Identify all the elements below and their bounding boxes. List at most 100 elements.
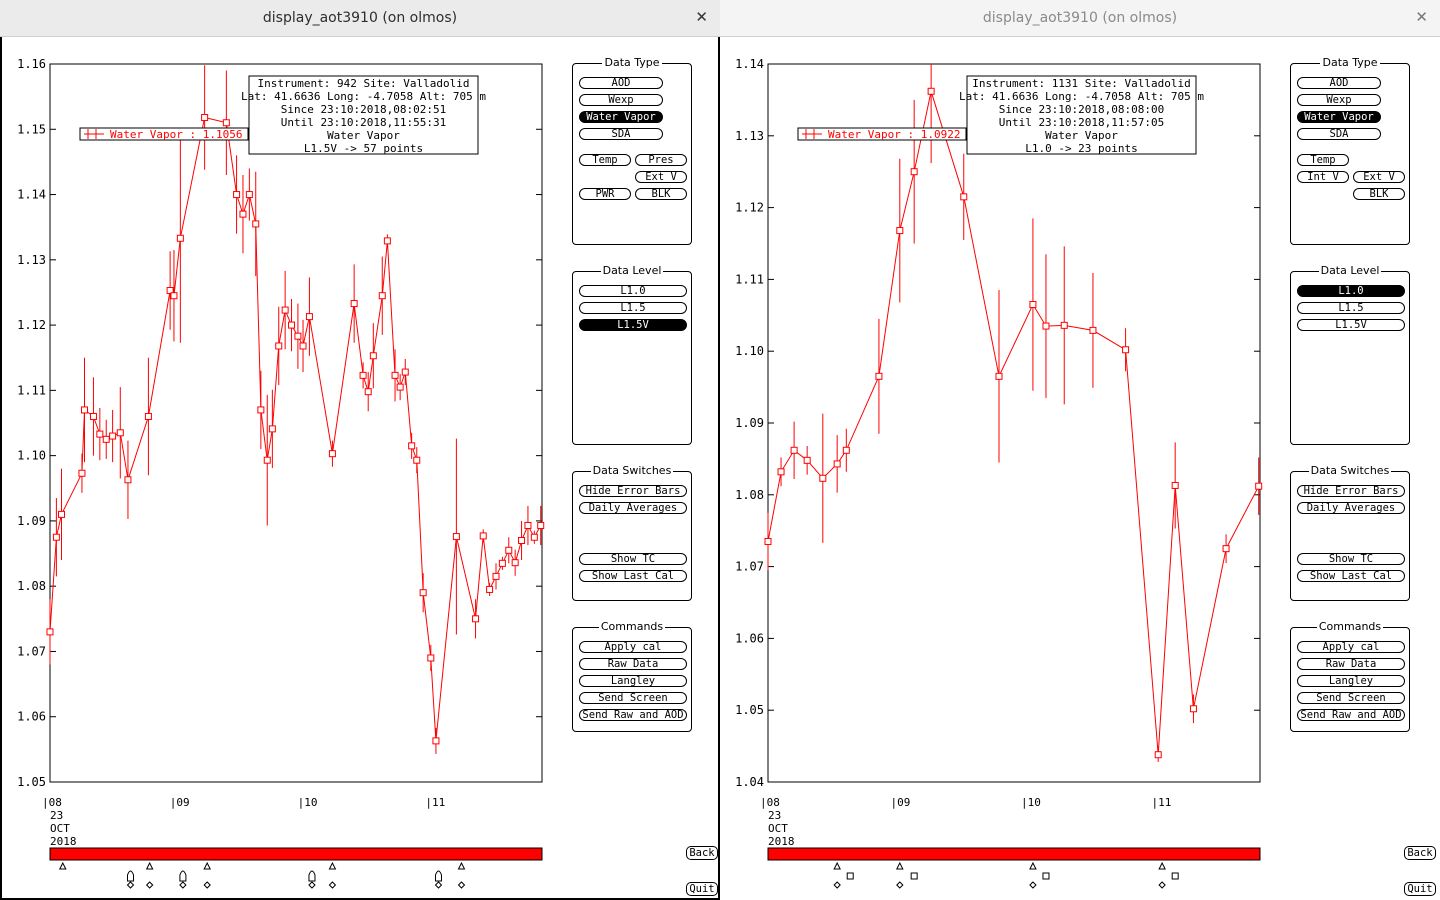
info-line: L1.0 -> 23 points bbox=[1025, 142, 1138, 155]
panel-title: Data Level bbox=[600, 264, 664, 277]
send-raw-and-aod-button[interactable]: Send Raw and AOD bbox=[1297, 709, 1405, 721]
date-label: OCT bbox=[768, 822, 788, 835]
sda-button[interactable]: SDA bbox=[579, 128, 663, 140]
daily-averages-button[interactable]: Daily Averages bbox=[579, 502, 687, 514]
level-l15v-button[interactable]: L1.5V bbox=[579, 319, 687, 331]
panel-title: Data Level bbox=[1318, 264, 1382, 277]
daily-averages-button[interactable]: Daily Averages bbox=[1297, 502, 1405, 514]
series-line bbox=[49, 116, 542, 741]
data-point bbox=[383, 237, 391, 245]
time-range-bar bbox=[49, 847, 543, 861]
quit-button[interactable]: Quit bbox=[686, 882, 718, 896]
water-vapor-button[interactable]: Water Vapor bbox=[1297, 111, 1381, 123]
raw-data-button[interactable]: Raw Data bbox=[579, 658, 687, 670]
info-line: Instrument: 1131 Site: Valladolid bbox=[972, 77, 1191, 90]
data-point bbox=[452, 533, 460, 541]
blk-button[interactable]: BLK bbox=[635, 188, 687, 200]
hide-error-bars-button[interactable]: Hide Error Bars bbox=[579, 485, 687, 497]
sda-button[interactable]: SDA bbox=[1297, 128, 1381, 140]
x-tick-label: |11 bbox=[1152, 796, 1172, 809]
data-point bbox=[427, 654, 435, 662]
water-vapor-button[interactable]: Water Vapor bbox=[579, 111, 663, 123]
data-point bbox=[479, 532, 487, 540]
data-point bbox=[819, 474, 827, 482]
send-screen-button[interactable]: Send Screen bbox=[1297, 692, 1405, 704]
apply-cal-button[interactable]: Apply cal bbox=[579, 641, 687, 653]
send-raw-and-aod-button[interactable]: Send Raw and AOD bbox=[579, 709, 687, 721]
window-titlebar[interactable]: display_aot3910 (on olmos) ✕ bbox=[720, 0, 1440, 37]
blk-button[interactable]: BLK bbox=[1353, 188, 1405, 200]
pres-button[interactable]: Pres bbox=[635, 154, 687, 166]
y-tick-label: 1.09 bbox=[735, 416, 764, 430]
data-point bbox=[777, 468, 785, 476]
langley-button[interactable]: Langley bbox=[579, 675, 687, 687]
bullet-mark bbox=[434, 870, 442, 882]
triangle-mark bbox=[203, 861, 211, 870]
aod-button[interactable]: AOD bbox=[1297, 77, 1381, 89]
data-point bbox=[995, 372, 1003, 380]
temp-button[interactable]: Temp bbox=[1297, 154, 1349, 166]
show-last-cal-button[interactable]: Show Last Cal bbox=[579, 570, 687, 582]
window-content: 1.04 1.05 1.06 1.07 1.08 1.09 1.10 1.11 1.12 1.13… bbox=[720, 37, 1440, 900]
temp-button[interactable]: Temp bbox=[579, 154, 631, 166]
level-l15-button[interactable]: L1.5 bbox=[579, 302, 687, 314]
send-screen-button[interactable]: Send Screen bbox=[579, 692, 687, 704]
hide-error-bars-button[interactable]: Hide Error Bars bbox=[1297, 485, 1405, 497]
ext-v-button[interactable]: Ext V bbox=[1353, 171, 1405, 183]
info-line: Lat: 41.6636 Long: -4.7058 Alt: 705 m bbox=[241, 90, 486, 103]
quit-button[interactable]: Quit bbox=[1404, 882, 1436, 896]
pwr-button[interactable]: PWR bbox=[579, 188, 631, 200]
triangle-mark bbox=[895, 861, 904, 870]
plot-frame bbox=[767, 63, 1261, 783]
date-label: 23 bbox=[50, 809, 63, 822]
back-button[interactable]: Back bbox=[686, 846, 718, 860]
window-title: display_aot3910 (on olmos) bbox=[262, 10, 458, 26]
raw-data-button[interactable]: Raw Data bbox=[1297, 658, 1405, 670]
data-point bbox=[1154, 751, 1162, 759]
apply-cal-button[interactable]: Apply cal bbox=[1297, 641, 1405, 653]
level-l10-button[interactable]: L1.0 bbox=[1297, 285, 1405, 297]
data-point bbox=[764, 537, 772, 545]
show-tc-button[interactable]: Show TC bbox=[579, 553, 687, 565]
level-l10-button[interactable]: L1.0 bbox=[579, 285, 687, 297]
data-point bbox=[1171, 481, 1179, 489]
y-tick-label: 1.05 bbox=[17, 775, 46, 789]
data-point bbox=[170, 292, 178, 300]
diamond-mark bbox=[896, 881, 904, 889]
window-titlebar[interactable]: display_aot3910 (on olmos) ✕ bbox=[0, 0, 720, 37]
int-v-button[interactable]: Int V bbox=[1297, 171, 1349, 183]
data-point bbox=[511, 559, 519, 567]
x-tick-label: |10 bbox=[298, 796, 318, 809]
close-icon[interactable]: ✕ bbox=[1415, 8, 1428, 26]
data-type-panel: Data Type AOD Wexp Water Vapor SDA Temp … bbox=[572, 56, 692, 245]
data-point bbox=[803, 456, 811, 464]
data-point bbox=[875, 372, 883, 380]
aod-button[interactable]: AOD bbox=[579, 77, 663, 89]
show-tc-button[interactable]: Show TC bbox=[1297, 553, 1405, 565]
data-point bbox=[505, 546, 513, 554]
data-point bbox=[1029, 301, 1037, 309]
level-l15-button[interactable]: L1.5 bbox=[1297, 302, 1405, 314]
data-point bbox=[233, 191, 241, 199]
back-button[interactable]: Back bbox=[1404, 846, 1436, 860]
data-point bbox=[1122, 346, 1130, 354]
wexp-button[interactable]: Wexp bbox=[579, 94, 663, 106]
data-point bbox=[472, 615, 480, 623]
wexp-button[interactable]: Wexp bbox=[1297, 94, 1381, 106]
data-point bbox=[524, 521, 532, 529]
ext-v-button[interactable]: Ext V bbox=[635, 171, 687, 183]
level-l15v-button[interactable]: L1.5V bbox=[1297, 319, 1405, 331]
panel-title: Data Type bbox=[1320, 56, 1380, 69]
show-last-cal-button[interactable]: Show Last Cal bbox=[1297, 570, 1405, 582]
data-point bbox=[96, 430, 104, 438]
data-point bbox=[288, 321, 296, 329]
y-tick-label: 1.13 bbox=[735, 129, 764, 143]
series-line bbox=[767, 89, 1260, 755]
langley-button[interactable]: Langley bbox=[1297, 675, 1405, 687]
legend-label: Water Vapor : 1.1056 ± bbox=[110, 128, 256, 141]
close-icon[interactable]: ✕ bbox=[695, 8, 708, 26]
plot-frame bbox=[49, 63, 543, 783]
bullet-mark bbox=[308, 870, 316, 882]
data-point bbox=[378, 292, 386, 300]
y-tick-label: 1.07 bbox=[735, 560, 764, 574]
